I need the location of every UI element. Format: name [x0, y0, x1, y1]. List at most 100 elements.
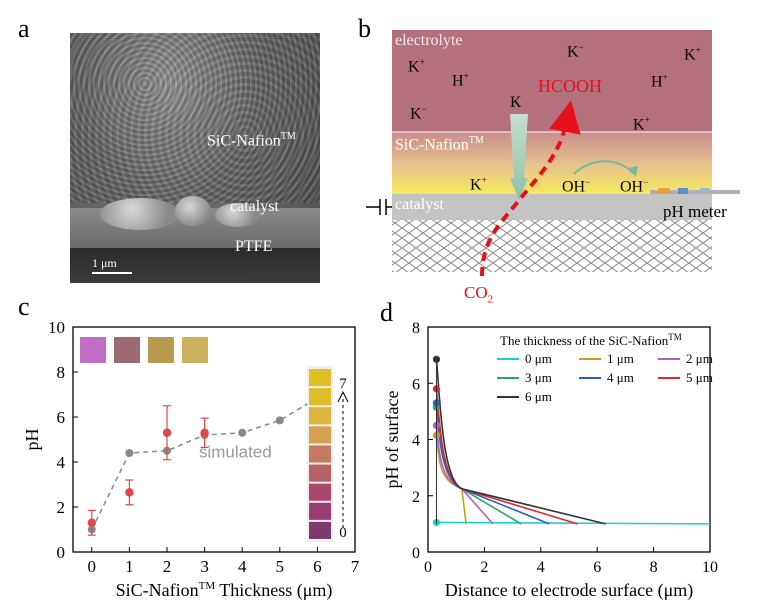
measured-point [87, 518, 97, 527]
x-axis-label: Distance to electrode surface (μm) [445, 580, 694, 601]
nafion-label: SiC-NafionTM [395, 135, 484, 154]
catalyst-label: catalyst [395, 196, 444, 213]
electrolyte-label: electrolyte [395, 32, 463, 49]
y-tick-label: 2 [57, 498, 66, 517]
ph-paper-swatch [114, 337, 140, 363]
colorbar-cell [309, 445, 331, 463]
sem-label-ptfe: PTFE [235, 238, 273, 255]
legend-label: 5 μm [686, 370, 713, 385]
co2-label: CO2 [464, 283, 494, 306]
simulated-point [238, 428, 247, 437]
legend-label: 1 μm [607, 351, 634, 366]
colorbar-cell [309, 388, 331, 406]
x-tick-label: 6 [593, 559, 601, 576]
probe-segment [658, 188, 670, 194]
colorbar-top-label: 7 [339, 376, 347, 392]
ion-label: K+ [408, 57, 425, 76]
plot-frame [72, 326, 356, 553]
nafion-layer [392, 132, 712, 194]
ph-paper-swatch [182, 337, 208, 363]
y-tick-label: 4 [57, 453, 66, 472]
simulated-point [275, 416, 284, 425]
probe-segment [700, 188, 710, 194]
sem-label-catalyst: catalyst [230, 198, 279, 215]
ph-paper-swatch [148, 337, 174, 363]
legend-label: 2 μm [686, 351, 713, 366]
ion-label: H+ [452, 71, 469, 90]
x-tick-label: 1 [125, 557, 134, 576]
legend-title: The thickness of the SiC-NafionTM [500, 332, 682, 348]
x-tick-label: 10 [702, 559, 718, 576]
x-tick-label: 5 [276, 557, 285, 576]
measured-point [200, 428, 209, 437]
x-tick-label: 4 [537, 559, 545, 576]
x-tick-label: 3 [200, 557, 209, 576]
colorbar-cell [309, 369, 331, 387]
y-tick-label: 0 [412, 545, 420, 562]
ph-paper-swatch [80, 337, 106, 363]
ph-meter-probe [650, 190, 740, 194]
y-tick-label: 8 [57, 363, 66, 382]
panel-label-d: d [380, 298, 393, 327]
ion-label: OH− [620, 177, 649, 196]
colorbar-cell [309, 483, 331, 501]
plot-frame [427, 326, 711, 553]
ph-meter-label: pH meter [663, 202, 727, 221]
chart-d: 0 2 4 6 8 10 0 2 4 6 8 Distance to electrode surfac… [382, 320, 718, 601]
sem-micrograph: SiC-NafionTM catalyst PTFE 1 μm [70, 33, 320, 283]
ion-label: K+ [633, 115, 650, 134]
y-tick-label: 8 [412, 320, 420, 337]
catalyst-particle [175, 196, 211, 226]
oh-arrow-head [628, 166, 638, 177]
panel-label-c: c [18, 292, 30, 321]
ion-label: K+ [470, 175, 487, 194]
gas-diffusion-mesh [392, 220, 712, 272]
measured-point [162, 428, 172, 437]
legend-label: 3 μm [525, 370, 552, 385]
panel-label-b: b [358, 14, 371, 43]
colorbar-cell [309, 407, 331, 425]
y-tick-label: 10 [48, 318, 65, 337]
scale-bar-label: 1 μm [92, 256, 117, 270]
series-line [435, 388, 578, 525]
legend-label: 4 μm [607, 370, 634, 385]
colorbar-cell [309, 502, 331, 520]
legend-label: 6 μm [525, 389, 552, 404]
x-tick-label: 4 [238, 557, 247, 576]
x-tick-label: 2 [480, 559, 488, 576]
panel-label-a: a [18, 14, 30, 43]
oh-diffusion-arrow [573, 160, 635, 175]
colorbar-cell [309, 426, 331, 444]
colorbar-cell [309, 464, 331, 482]
ion-label: OH− [562, 177, 591, 196]
y-tick-label: 6 [412, 376, 420, 393]
colorbar-bottom-label: 0 [339, 525, 347, 541]
x-tick-label: 0 [424, 559, 432, 576]
ion-label: K+ [684, 45, 701, 64]
ion-label: H+ [651, 72, 668, 91]
x-tick-label: 7 [351, 557, 360, 576]
catalyst-particle [100, 198, 180, 230]
x-tick-label: 0 [88, 557, 97, 576]
x-tick-label: 8 [650, 559, 658, 576]
catalyst-particle [215, 203, 260, 227]
x-tick-label: 2 [163, 557, 172, 576]
ion-label: K− [567, 42, 584, 61]
catalyst-layer-schematic [392, 194, 712, 220]
colorbar-arrow-head [337, 390, 349, 403]
colorbar-cell [309, 521, 331, 539]
legend-label: 0 μm [525, 351, 552, 366]
simulated-annotation: simulated [199, 443, 272, 462]
y-tick-label: 6 [57, 408, 66, 427]
nafion-layer-texture [70, 33, 320, 203]
scale-bar [92, 272, 132, 274]
sem-label-nafion: SiC-NafionTM [207, 131, 296, 150]
y-tick-label: 0 [57, 543, 66, 562]
k-ion-arrow [510, 114, 528, 200]
y-tick-label: 4 [412, 433, 420, 450]
x-axis-label: SiC-NafionTM Thickness (μm) [116, 580, 333, 601]
y-axis-label: pH of surface [382, 391, 402, 489]
x-tick-label: 6 [313, 557, 322, 576]
co2-reduction-path [480, 100, 581, 277]
